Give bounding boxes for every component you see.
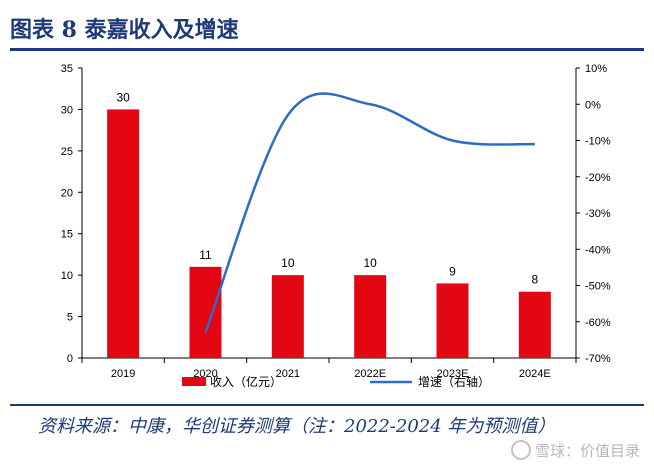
revenue-data-label: 8 bbox=[531, 273, 538, 287]
left-axis-tick-label: 35 bbox=[61, 63, 73, 75]
left-axis-tick-label: 15 bbox=[61, 229, 73, 241]
bar-series bbox=[107, 109, 551, 358]
left-axis-tick-label: 10 bbox=[61, 270, 73, 282]
x-axis-tick-label: 2022E bbox=[354, 368, 386, 380]
right-axis-tick-label: -30% bbox=[585, 208, 611, 220]
x-axis-tick-label: 2021 bbox=[276, 368, 300, 380]
revenue-data-label: 10 bbox=[281, 256, 295, 270]
x-axis-tick-label: 2024E bbox=[519, 368, 551, 380]
x-axis-tick-label: 2023E bbox=[437, 368, 469, 380]
chart-title: 图表 8 泰嘉收入及增速 bbox=[10, 17, 239, 43]
right-axis-tick-label: -10% bbox=[585, 136, 611, 148]
revenue-data-label: 10 bbox=[363, 256, 377, 270]
right-axis-tick-label: 10% bbox=[585, 63, 607, 75]
axes: 0 5 10 15 20 25 30 35 -70% -60% -50% -40% -30% -20% -1… bbox=[61, 63, 611, 380]
revenue-data-label: 30 bbox=[116, 90, 130, 104]
watermark-text: 雪球：价值目录 bbox=[534, 442, 640, 460]
source-divider bbox=[10, 404, 644, 406]
revenue-data-label: 11 bbox=[199, 248, 212, 262]
revenue-bar bbox=[518, 291, 551, 358]
right-axis-tick-label: -60% bbox=[585, 317, 611, 329]
source-note: 资料来源：中康，华创证券测算（注：2022-2024 年为预测值） bbox=[38, 416, 556, 437]
legend-revenue-label: 收入（亿元） bbox=[210, 374, 282, 389]
revenue-data-label: 9 bbox=[449, 264, 456, 278]
right-axis-tick-label: -20% bbox=[585, 172, 611, 184]
right-axis-tick-label: -40% bbox=[585, 244, 611, 256]
left-axis-tick-label: 25 bbox=[61, 146, 73, 158]
revenue-bar bbox=[271, 275, 304, 358]
line-series bbox=[204, 92, 535, 334]
right-axis-tick-label: -50% bbox=[585, 281, 611, 293]
value-labels: 30 11 10 10 9 8 bbox=[116, 90, 538, 286]
left-axis-tick-label: 5 bbox=[67, 312, 73, 324]
legend-revenue-swatch bbox=[182, 377, 206, 386]
watermark: 雪球：价值目录 bbox=[510, 440, 640, 461]
growth-rate-line bbox=[204, 92, 535, 334]
left-axis-tick-label: 20 bbox=[61, 187, 73, 199]
right-axis-tick-label: -70% bbox=[585, 353, 611, 365]
snowball-logo-icon bbox=[510, 440, 531, 460]
revenue-bar bbox=[107, 109, 140, 358]
right-axis-tick-label: 0% bbox=[585, 99, 601, 111]
title-divider bbox=[10, 48, 644, 51]
left-axis-tick-label: 0 bbox=[67, 353, 73, 365]
revenue-bar bbox=[354, 275, 387, 358]
legend-growth-label: 增速（右轴） bbox=[418, 374, 490, 389]
x-axis-tick-label: 2019 bbox=[111, 368, 135, 380]
legend: 收入（亿元） 增速（右轴） bbox=[182, 374, 490, 389]
left-axis-tick-label: 30 bbox=[61, 104, 73, 116]
revenue-bar bbox=[189, 266, 222, 358]
revenue-bar bbox=[436, 283, 469, 358]
